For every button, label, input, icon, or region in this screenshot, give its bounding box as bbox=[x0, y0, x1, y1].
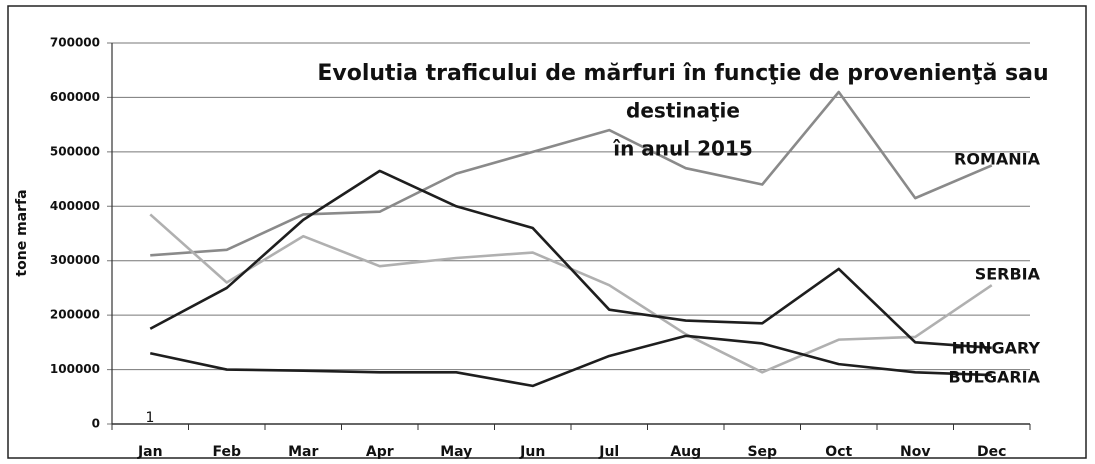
y-tick-label: 100000 bbox=[50, 362, 100, 376]
series-label: BULGARIA bbox=[948, 368, 1040, 387]
chart-title: Evolutia traficului de mărfuri în funcţi… bbox=[317, 61, 1048, 86]
annotation: 1 bbox=[146, 410, 155, 426]
series-label: HUNGARY bbox=[952, 339, 1041, 358]
y-tick-label: 300000 bbox=[50, 253, 100, 267]
x-tick-label: Mar bbox=[288, 444, 318, 460]
series-line bbox=[150, 90, 993, 257]
series-label: SERBIA bbox=[975, 265, 1041, 284]
chart-border bbox=[7, 5, 1087, 459]
x-tick-label: Dec bbox=[977, 444, 1006, 460]
series-label: ROMANIA bbox=[954, 150, 1041, 169]
x-tick-label: Jun bbox=[519, 444, 545, 460]
x-tick-label: Sep bbox=[747, 444, 777, 460]
x-tick-label: Feb bbox=[212, 444, 241, 460]
y-tick-label: 0 bbox=[92, 417, 100, 431]
series-line bbox=[149, 169, 992, 350]
y-tick-label: 200000 bbox=[50, 308, 100, 322]
x-tick-label: Oct bbox=[825, 444, 852, 460]
y-tick-label: 400000 bbox=[50, 199, 100, 213]
x-tick-label: Apr bbox=[366, 444, 394, 460]
y-axis-label: tone marfa bbox=[14, 189, 30, 276]
series-line bbox=[149, 334, 992, 388]
chart-title: destinaţie bbox=[626, 99, 740, 123]
y-tick-label: 500000 bbox=[50, 144, 100, 158]
x-tick-label: Jan bbox=[137, 444, 163, 460]
x-tick-label: Jul bbox=[598, 444, 619, 460]
chart-title: în anul 2015 bbox=[612, 137, 753, 161]
y-tick-label: 700000 bbox=[50, 36, 100, 50]
x-tick-label: Nov bbox=[900, 444, 930, 460]
y-tick-label: 600000 bbox=[50, 90, 100, 104]
x-tick-label: Aug bbox=[670, 444, 701, 460]
x-tick-label: May bbox=[440, 444, 472, 460]
